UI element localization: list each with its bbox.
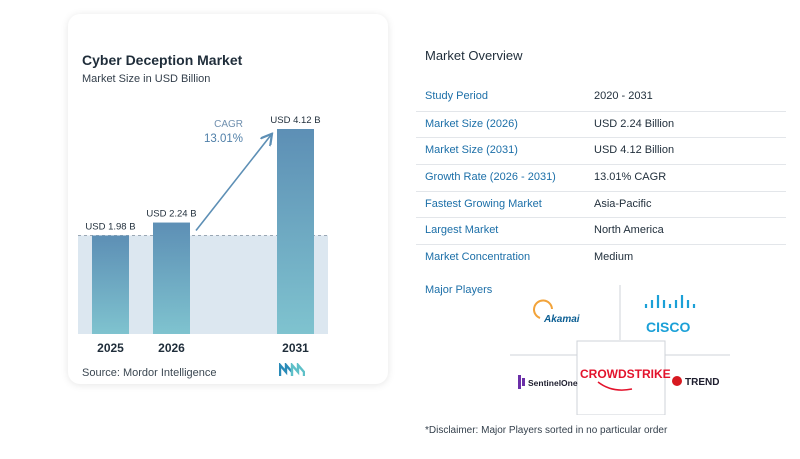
overview-table: Study Period 2020 - 2031 Market Size (20…: [416, 84, 786, 271]
bar: [153, 222, 190, 334]
overview-row: Fastest Growing Market Asia-Pacific: [416, 190, 786, 218]
bar: [277, 129, 314, 334]
chart-title: Cyber Deception Market: [82, 52, 243, 68]
row-label: Largest Market: [425, 224, 499, 237]
disclaimer-text: *Disclaimer: Major Players sorted in no …: [425, 425, 668, 436]
major-players-logos: Akamai CISCO SentinelOne CROWDSTRIKE TRE…: [510, 285, 730, 415]
x-tick-label: 2031: [282, 341, 309, 355]
bar-value-label: USD 2.24 B: [146, 209, 196, 220]
mordor-logo-icon: [279, 363, 305, 376]
row-value: North America: [594, 224, 664, 237]
row-label: Market Concentration: [425, 251, 531, 264]
chart-subtitle: Market Size in USD Billion: [82, 73, 211, 85]
overview-row: Growth Rate (2026 - 2031) 13.01% CAGR: [416, 164, 786, 191]
bar: [92, 235, 129, 334]
major-players-title: Major Players: [425, 284, 493, 296]
trend-logo-text: TREND: [685, 377, 719, 388]
row-value: 13.01% CAGR: [594, 171, 667, 184]
akamai-logo-text: Akamai: [543, 314, 580, 325]
bar-value-label: USD 4.12 B: [270, 115, 320, 126]
cagr-value: 13.01%: [204, 133, 243, 145]
row-label: Market Size (2031): [425, 144, 518, 157]
x-tick-label: 2025: [97, 341, 124, 355]
row-value: 2020 - 2031: [594, 90, 653, 102]
cagr-label: CAGR: [214, 119, 243, 130]
cisco-logo-icon: CISCO: [644, 295, 696, 335]
source-text: Source: Mordor Intelligence: [82, 367, 217, 379]
overview-row: Market Concentration Medium: [416, 244, 786, 271]
bar-value-label: USD 1.98 B: [85, 221, 135, 232]
row-label: Study Period: [425, 90, 488, 102]
overview-row: Market Size (2026) USD 2.24 Billion: [416, 110, 786, 138]
row-value: Asia-Pacific: [594, 197, 652, 210]
overview-row: Largest Market North America: [416, 217, 786, 244]
akamai-logo-icon: Akamai: [533, 299, 580, 325]
crowdstrike-logo-text: CROWDSTRIKE: [580, 367, 671, 381]
bar-chart: USD 1.98 B 2025 USD 2.24 B 2026 USD 4.12 B 20…: [78, 115, 328, 355]
cisco-logo-text: CISCO: [646, 319, 690, 335]
row-label: Growth Rate (2026 - 2031): [425, 171, 556, 184]
row-value: Medium: [594, 251, 634, 264]
crowdstrike-logo-icon: CROWDSTRIKE: [580, 367, 671, 391]
row-value: USD 2.24 Billion: [594, 117, 675, 130]
sentinelone-logo-icon: SentinelOne: [518, 375, 578, 389]
row-value: USD 4.12 Billion: [594, 144, 675, 157]
row-label: Fastest Growing Market: [425, 197, 542, 210]
x-tick-label: 2026: [158, 341, 185, 355]
overview-row: Market Size (2031) USD 4.12 Billion: [416, 137, 786, 164]
row-label: Market Size (2026): [425, 117, 518, 130]
market-overview-title: Market Overview: [425, 48, 523, 63]
trend-micro-logo-icon: TREND: [672, 376, 719, 388]
overview-row: Study Period 2020 - 2031: [416, 84, 786, 111]
cagr-arrow: [195, 135, 271, 232]
sentinelone-logo-text: SentinelOne: [528, 378, 578, 388]
